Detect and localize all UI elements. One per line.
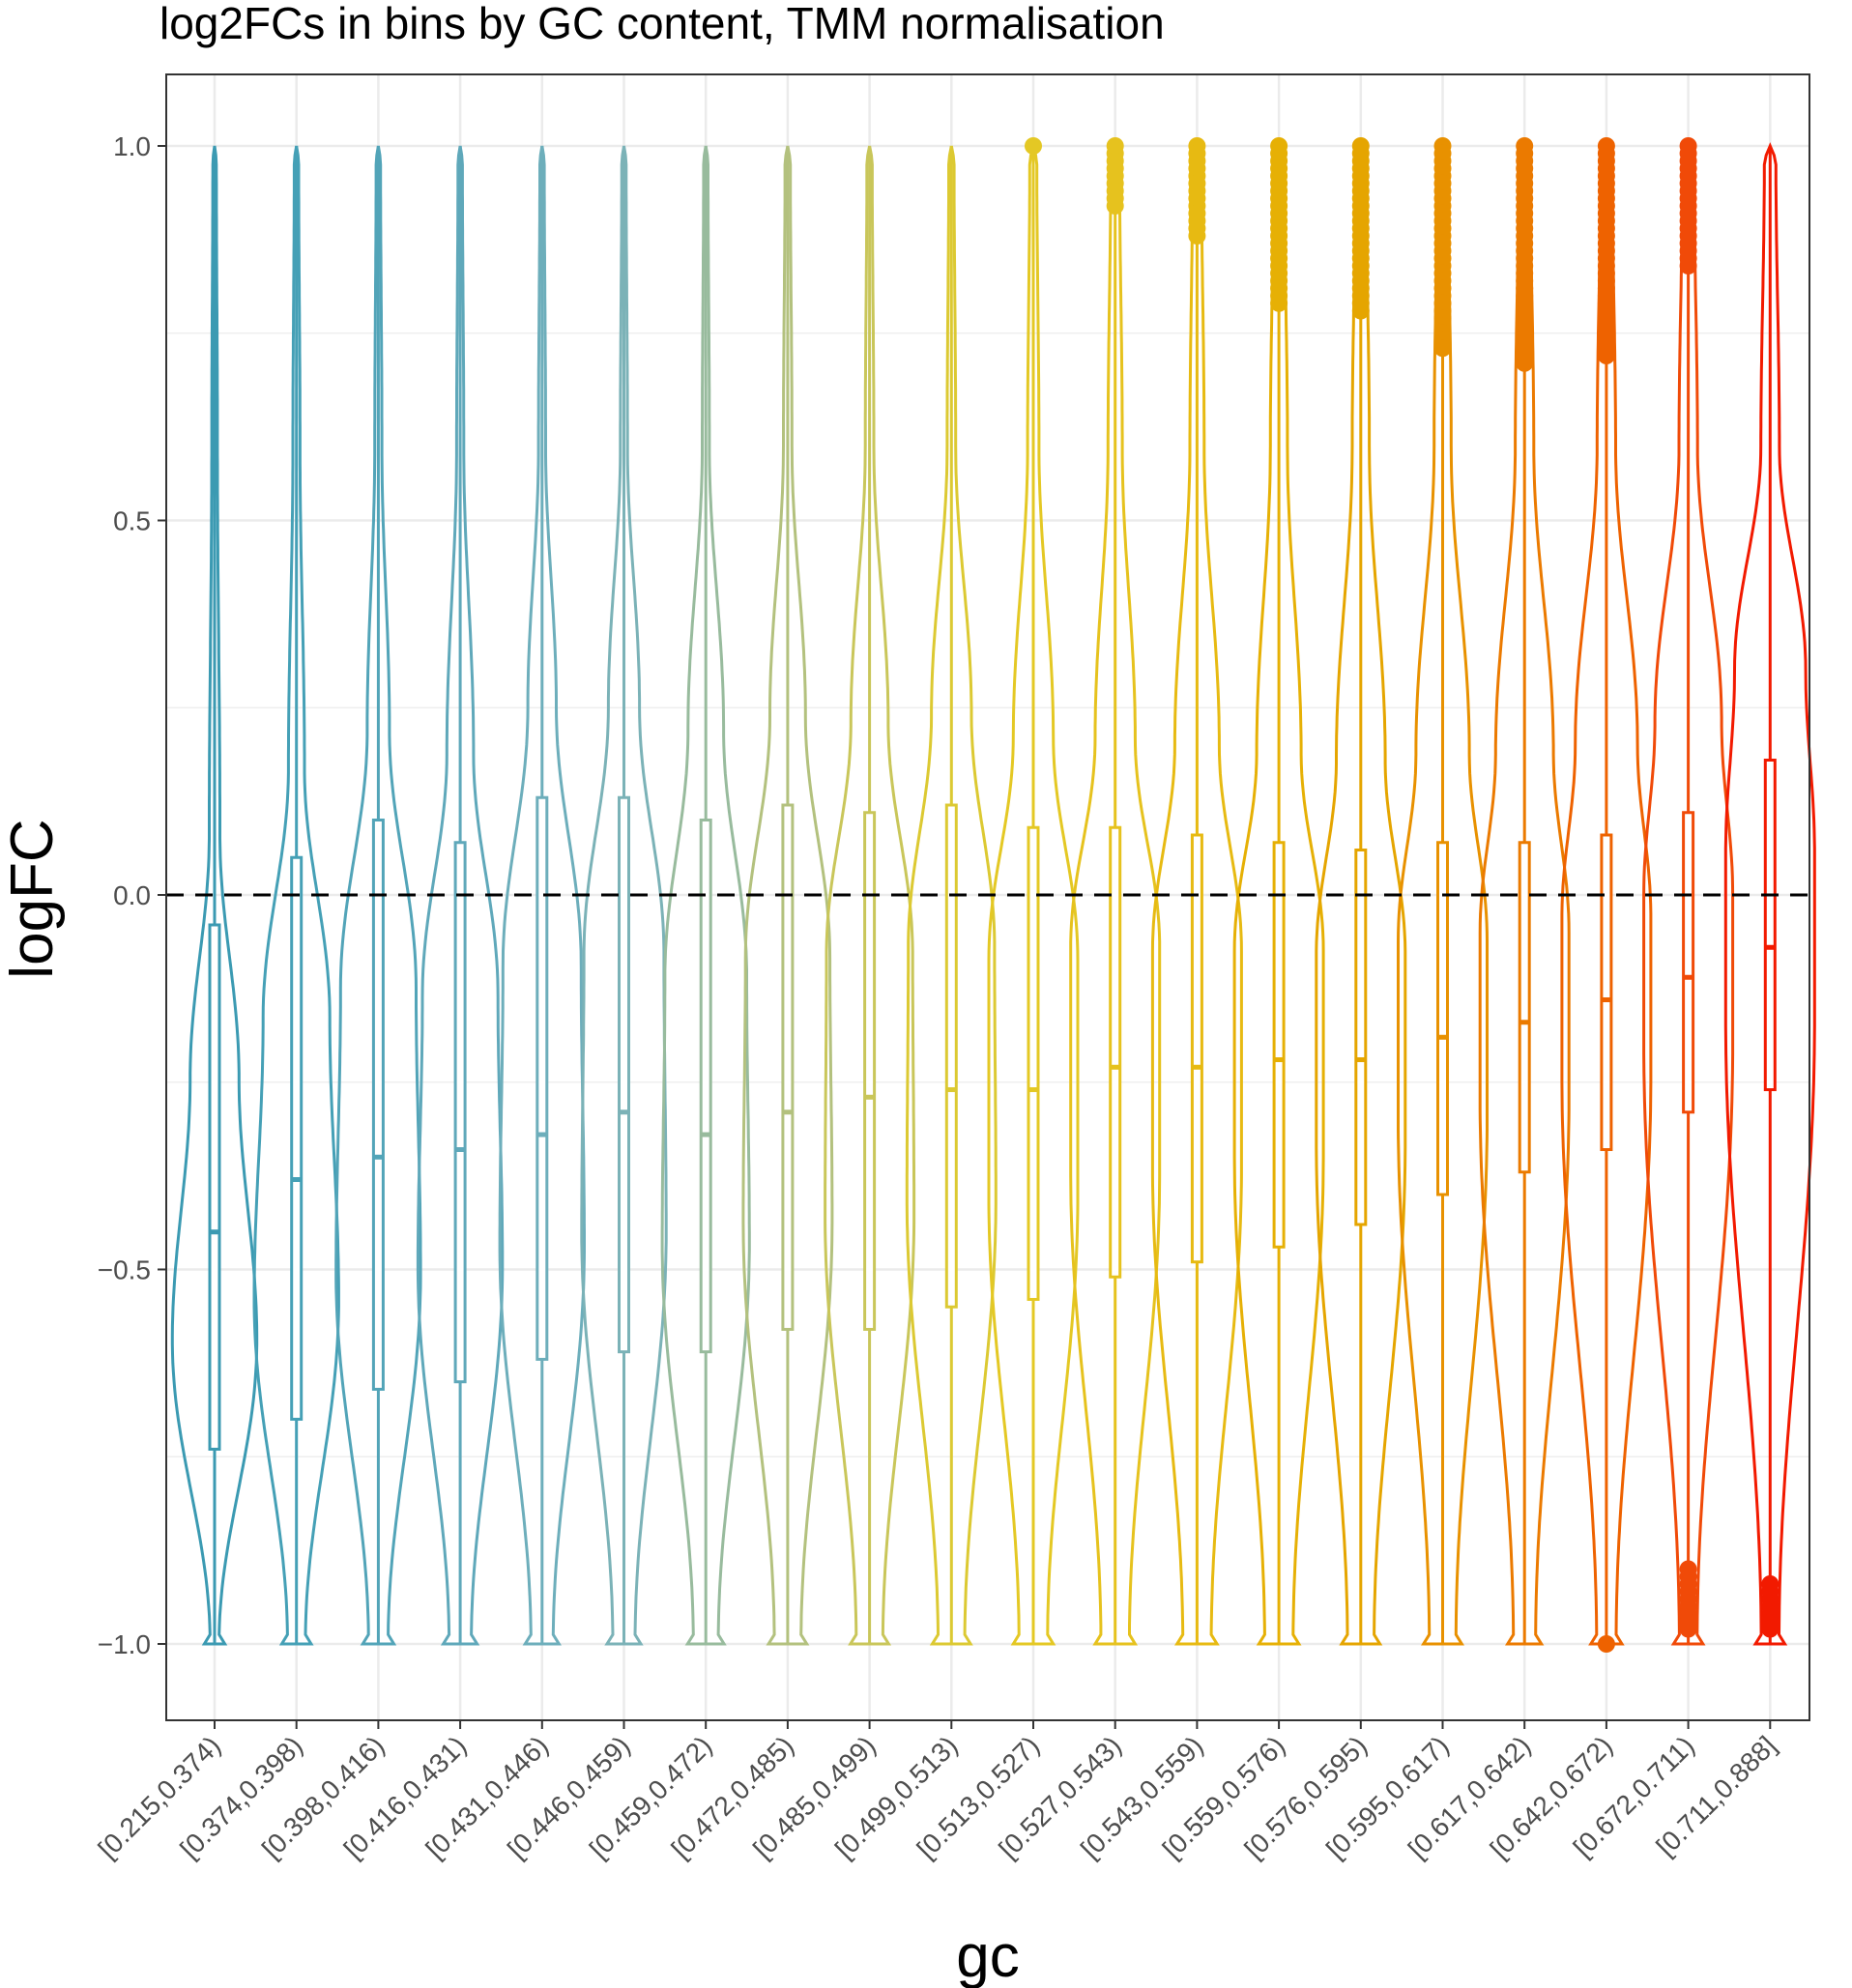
iqr-box — [618, 795, 630, 1354]
violins — [170, 137, 1816, 1653]
iqr-box — [1272, 841, 1286, 1249]
outlier-point — [1679, 257, 1697, 274]
y-axis-title: logFC — [0, 819, 66, 978]
y-tick-label: −1.0 — [98, 1629, 151, 1659]
iqr-box — [371, 819, 385, 1391]
iqr-box — [1436, 841, 1449, 1196]
y-tick-label: 1.0 — [113, 131, 151, 161]
y-tick-label: 0.0 — [113, 880, 151, 910]
outlier-point — [1025, 137, 1042, 155]
iqr-box — [1109, 825, 1122, 1279]
iqr-box — [1518, 841, 1531, 1174]
outlier-point — [1351, 302, 1370, 320]
outlier-point — [1188, 227, 1206, 245]
y-tick-label: 0.5 — [113, 506, 151, 536]
iqr-box — [699, 819, 712, 1354]
iqr-box — [1682, 811, 1695, 1114]
iqr-box — [535, 795, 549, 1361]
iqr-box — [1027, 825, 1040, 1301]
outlier-point — [1679, 1560, 1697, 1578]
violin-shape — [1723, 142, 1816, 1646]
iqr-box — [944, 803, 958, 1309]
outlier-point — [1516, 354, 1534, 372]
iqr-box — [1600, 833, 1613, 1151]
y-tick-label: −0.5 — [98, 1255, 151, 1285]
outlier-point — [1270, 294, 1288, 312]
iqr-box — [208, 923, 221, 1451]
chart-title: log2FCs in bins by GC content, TMM norma… — [159, 0, 1165, 48]
plot-panel — [166, 74, 1809, 1720]
iqr-box — [1354, 849, 1368, 1226]
outlier-point — [1106, 197, 1124, 215]
outlier-point — [1597, 347, 1615, 364]
plot-panel-border — [165, 73, 1810, 1721]
outlier-point — [1597, 1635, 1615, 1653]
y-axis: −1.0 −0.5 0.0 0.5 1.0 — [98, 131, 166, 1659]
outlier-point — [1761, 1575, 1780, 1593]
outlier-point — [1433, 339, 1452, 358]
x-axis: [0.215,0.374)[0.374,0.398)[0.398,0.416)[… — [93, 1720, 1782, 1864]
iqr-box — [863, 811, 877, 1331]
iqr-box — [781, 803, 795, 1331]
iqr-box — [1190, 833, 1203, 1264]
x-axis-title: gc — [956, 1923, 1019, 1988]
iqr-box — [1763, 759, 1777, 1091]
iqr-box — [290, 855, 304, 1421]
iqr-box — [453, 841, 467, 1384]
